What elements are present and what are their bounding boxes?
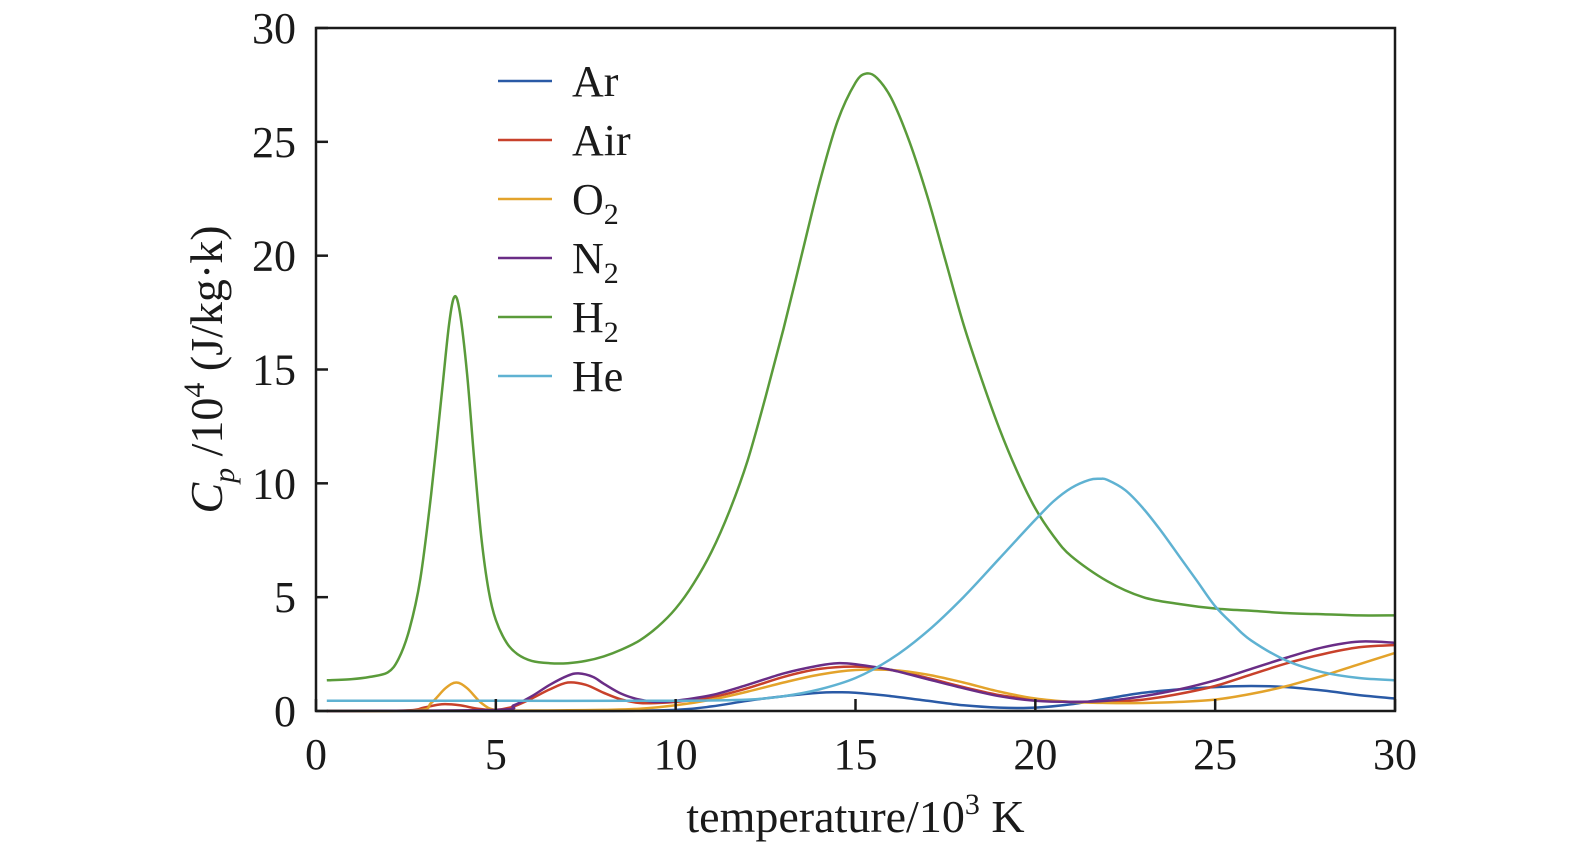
x-tick-label: 5 <box>485 730 507 779</box>
legend-label-air: Air <box>572 116 631 165</box>
plot-frame <box>314 26 1397 713</box>
y-tick-label: 0 <box>274 687 296 736</box>
legend-item-o2: O2 <box>498 175 619 231</box>
x-tick-label: 15 <box>834 730 878 779</box>
legend-label-ar: Ar <box>572 57 619 106</box>
y-tick-label: 10 <box>252 459 296 508</box>
legend-item-he: He <box>498 352 623 401</box>
x-tick-label: 20 <box>1013 730 1057 779</box>
y-tick-label: 25 <box>252 118 296 167</box>
legend-label-o2: O2 <box>572 175 619 231</box>
x-tick-label: 10 <box>654 730 698 779</box>
legend-item-n2: N2 <box>498 234 619 290</box>
legend-item-air: Air <box>498 116 631 165</box>
legend-label-h2: H2 <box>572 293 619 349</box>
series-line-he <box>326 477 1396 703</box>
x-tick-label: 0 <box>305 730 327 779</box>
y-tick-label: 30 <box>252 4 296 53</box>
plot-lines <box>326 72 1396 713</box>
x-tick-label: 25 <box>1193 730 1237 779</box>
series-line-n2 <box>326 640 1396 713</box>
y-axis-label: Cp /104 (J/kg·k) <box>178 225 241 513</box>
x-axis-label: temperature/103 K <box>686 788 1024 842</box>
y-tick-label: 15 <box>252 346 296 395</box>
legend-label-he: He <box>572 352 623 401</box>
y-tick-label: 5 <box>274 573 296 622</box>
legend-item-ar: Ar <box>498 57 619 106</box>
series-line-h2 <box>326 72 1396 682</box>
legend-item-h2: H2 <box>498 293 619 349</box>
series-line-o2 <box>326 651 1396 713</box>
series-line-ar <box>326 684 1396 713</box>
x-tick-label: 30 <box>1373 730 1417 779</box>
legend-label-n2: N2 <box>572 234 619 290</box>
legend: Ar Air O2 N2 H2 He <box>498 57 631 401</box>
y-tick-label: 20 <box>252 232 296 281</box>
axis-ticks: 0 5 10 15 20 25 30 0 5 10 15 20 25 30 <box>252 4 1417 779</box>
